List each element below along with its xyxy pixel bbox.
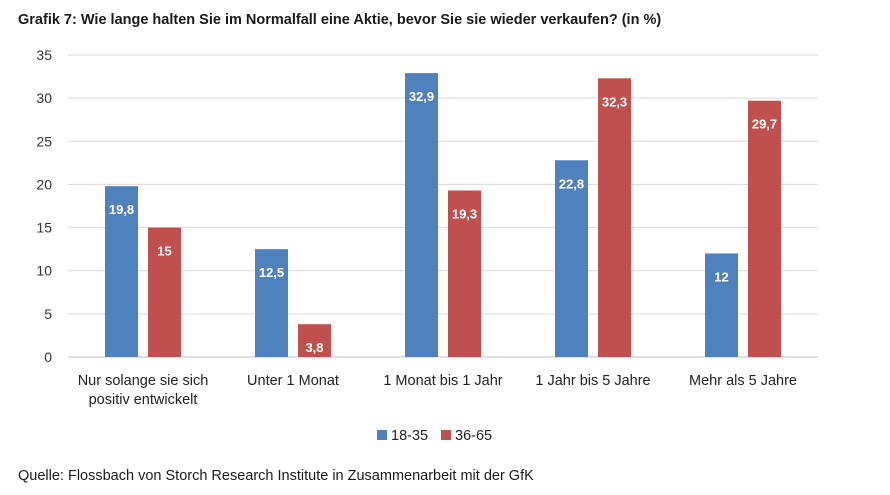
data-label: 22,8 [559, 176, 584, 191]
chart-title: Grafik 7: Wie lange halten Sie im Normal… [18, 12, 662, 28]
bar [255, 249, 288, 357]
bar [555, 160, 588, 357]
data-label: 19,3 [452, 206, 477, 221]
data-label: 15 [157, 244, 171, 259]
bar [105, 186, 138, 357]
data-label: 3,8 [305, 340, 323, 355]
category-label: Nur solange sie sich [78, 373, 209, 389]
y-tick-label: 35 [36, 47, 52, 63]
category-label: Unter 1 Monat [247, 373, 339, 389]
data-label: 12,5 [259, 265, 284, 280]
bar [298, 324, 331, 357]
bar [598, 78, 631, 357]
data-label: 32,9 [409, 89, 434, 104]
legend-swatch [377, 430, 387, 440]
y-tick-label: 5 [44, 306, 52, 322]
data-label: 12 [714, 269, 728, 284]
bar [705, 253, 738, 357]
y-tick-label: 25 [36, 133, 52, 149]
category-label: positiv entwickelt [89, 392, 198, 408]
category-label: 1 Jahr bis 5 Jahre [535, 373, 650, 389]
bar [448, 190, 481, 357]
y-tick-label: 0 [44, 349, 52, 365]
y-tick-label: 30 [36, 90, 52, 106]
source-note: Quelle: Flossbach von Storch Research In… [18, 468, 534, 484]
y-tick-label: 15 [36, 220, 52, 236]
data-label: 19,8 [109, 202, 134, 217]
data-label: 29,7 [752, 117, 777, 132]
category-label: 1 Monat bis 1 Jahr [383, 373, 502, 389]
y-tick-label: 20 [36, 176, 52, 192]
bar [748, 100, 781, 357]
data-label: 32,3 [602, 94, 627, 109]
y-tick-label: 10 [36, 263, 52, 279]
bar [405, 73, 438, 358]
bar [148, 227, 181, 357]
legend-label: 18-35 [391, 428, 428, 444]
legend-label: 36-65 [455, 428, 492, 444]
legend-swatch [441, 430, 451, 440]
category-label: Mehr als 5 Jahre [689, 373, 797, 389]
